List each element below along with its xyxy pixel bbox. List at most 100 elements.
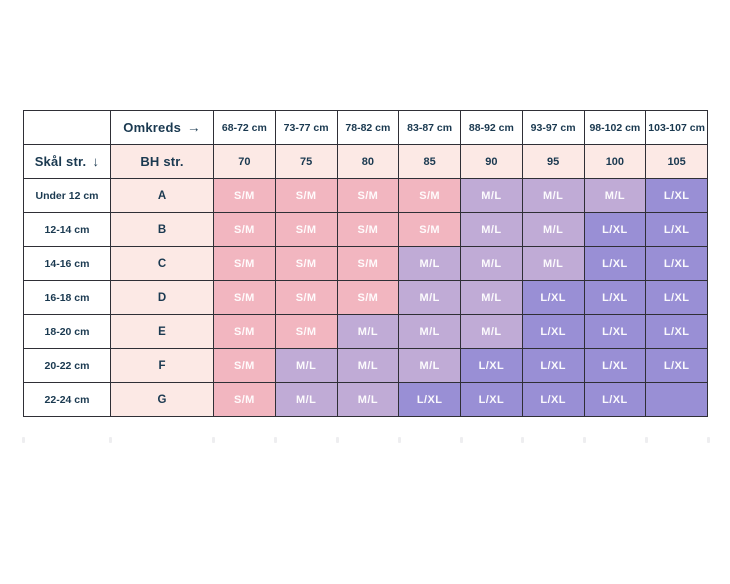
cup-height-cell: 12-14 cm [23,212,111,247]
size-cell: S/M [336,212,400,247]
band-size-value: 80 [336,144,400,179]
circumference-header: 68-72 cm [213,110,276,145]
circumference-header: 88-92 cm [460,110,523,145]
size-cell: L/XL [583,314,647,349]
range-header-row: Omkreds → 68-72 cm 73-77 cm 78-82 cm 83-87 cm… [23,110,708,145]
size-cell: S/M [274,314,338,349]
size-cell: M/L [460,314,523,349]
size-cell: S/M [274,246,338,281]
circumference-header: 83-87 cm [398,110,461,145]
size-cell: M/L [398,246,461,281]
size-cell: M/L [336,382,400,417]
size-cell: L/XL [460,348,523,383]
size-cell: M/L [460,280,523,315]
down-arrow-icon: ↓ [92,154,100,169]
size-cell: M/L [398,280,461,315]
size-cell: M/L [274,348,338,383]
ghost-tick [521,437,525,443]
table-row: 20-22 cm F S/M M/L M/L M/L L/XL L/XL L/XL L/XL [23,348,708,383]
size-cell: L/XL [583,348,647,383]
cup-letter-cell: E [110,314,214,349]
size-cell: L/XL [521,314,585,349]
band-size-value: 95 [521,144,585,179]
cup-letter-cell: F [110,348,214,383]
cup-letter-cell: C [110,246,214,281]
size-cell: L/XL [583,382,647,417]
cup-size-label: Skål str. [34,154,87,169]
size-cell: S/M [274,212,338,247]
cup-height-cell: Under 12 cm [23,178,111,213]
table-head: Omkreds → 68-72 cm 73-77 cm 78-82 cm 83-87 cm… [23,110,708,179]
size-cell: S/M [336,178,400,213]
size-cell: S/M [213,348,276,383]
band-header-row: Skål str. ↓ BH str. 70 75 80 85 90 95 100 105 [23,144,708,179]
cup-height-cell: 22-24 cm [23,382,111,417]
size-cell: L/XL [645,212,708,247]
ghost-tick [273,437,277,443]
ghost-tick [583,437,587,443]
table-row: 16-18 cm D S/M S/M S/M M/L M/L L/XL L/XL L/XL [23,280,708,315]
size-cell: M/L [460,178,523,213]
size-cell: M/L [460,212,523,247]
table-row: 22-24 cm G S/M M/L M/L L/XL L/XL L/XL L/XL [23,382,708,417]
table-row: 18-20 cm E S/M S/M M/L M/L M/L L/XL L/XL L/XL [23,314,708,349]
size-cell: S/M [398,212,461,247]
size-cell: M/L [460,246,523,281]
size-cell: L/XL [398,382,461,417]
size-chart-table: Omkreds → 68-72 cm 73-77 cm 78-82 cm 83-87 cm… [23,110,708,417]
ghost-tick [645,437,649,443]
size-cell: M/L [398,348,461,383]
size-cell: M/L [583,178,647,213]
cup-letter-cell: D [110,280,214,315]
size-cell: L/XL [645,280,708,315]
ghost-tick [707,437,710,443]
size-cell: S/M [398,178,461,213]
band-size-value: 75 [274,144,338,179]
size-cell: S/M [213,246,276,281]
cup-height-cell: 16-18 cm [23,280,111,315]
cup-letter-cell: A [110,178,214,213]
ghost-tick [335,437,339,443]
size-cell: S/M [213,382,276,417]
size-cell: S/M [213,178,276,213]
cup-letter-cell: G [110,382,214,417]
ghost-tick [397,437,401,443]
cup-height-cell: 14-16 cm [23,246,111,281]
band-size-value: 70 [213,144,276,179]
size-cell: M/L [336,348,400,383]
size-cell: M/L [521,212,585,247]
ghost-tick [109,437,112,443]
size-cell: L/XL [583,212,647,247]
circumference-header: 78-82 cm [336,110,400,145]
ghost-tick [459,437,463,443]
circumference-header: 98-102 cm [583,110,647,145]
omkreds-header-cell: Omkreds → [110,110,214,145]
circumference-header: 103-107 cm [645,110,708,145]
size-cell: L/XL [645,348,708,383]
size-cell: L/XL [645,246,708,281]
cup-height-cell: 20-22 cm [23,348,111,383]
circumference-header: 93-97 cm [521,110,585,145]
size-cell: S/M [336,280,400,315]
size-cell: L/XL [583,246,647,281]
right-arrow-icon: → [187,120,201,135]
size-cell: S/M [213,212,276,247]
band-size-value: 105 [645,144,708,179]
table-row: 12-14 cm B S/M S/M S/M S/M M/L M/L L/XL L/XL [23,212,708,247]
size-cell: S/M [274,178,338,213]
table-row: 14-16 cm C S/M S/M S/M M/L M/L M/L L/XL L/XL [23,246,708,281]
size-cell: L/XL [521,382,585,417]
ghost-tick [22,437,25,443]
ghost-tick [212,437,215,443]
size-cell: L/XL [521,280,585,315]
size-cell: L/XL [521,348,585,383]
band-size-header-cell: BH str. [110,144,214,179]
omkreds-label: Omkreds [123,120,182,135]
band-size-value: 90 [460,144,523,179]
cup-height-cell: 18-20 cm [23,314,111,349]
size-cell: S/M [213,314,276,349]
size-cell: M/L [521,178,585,213]
cup-size-header-cell: Skål str. ↓ [23,144,111,179]
size-cell: S/M [213,280,276,315]
